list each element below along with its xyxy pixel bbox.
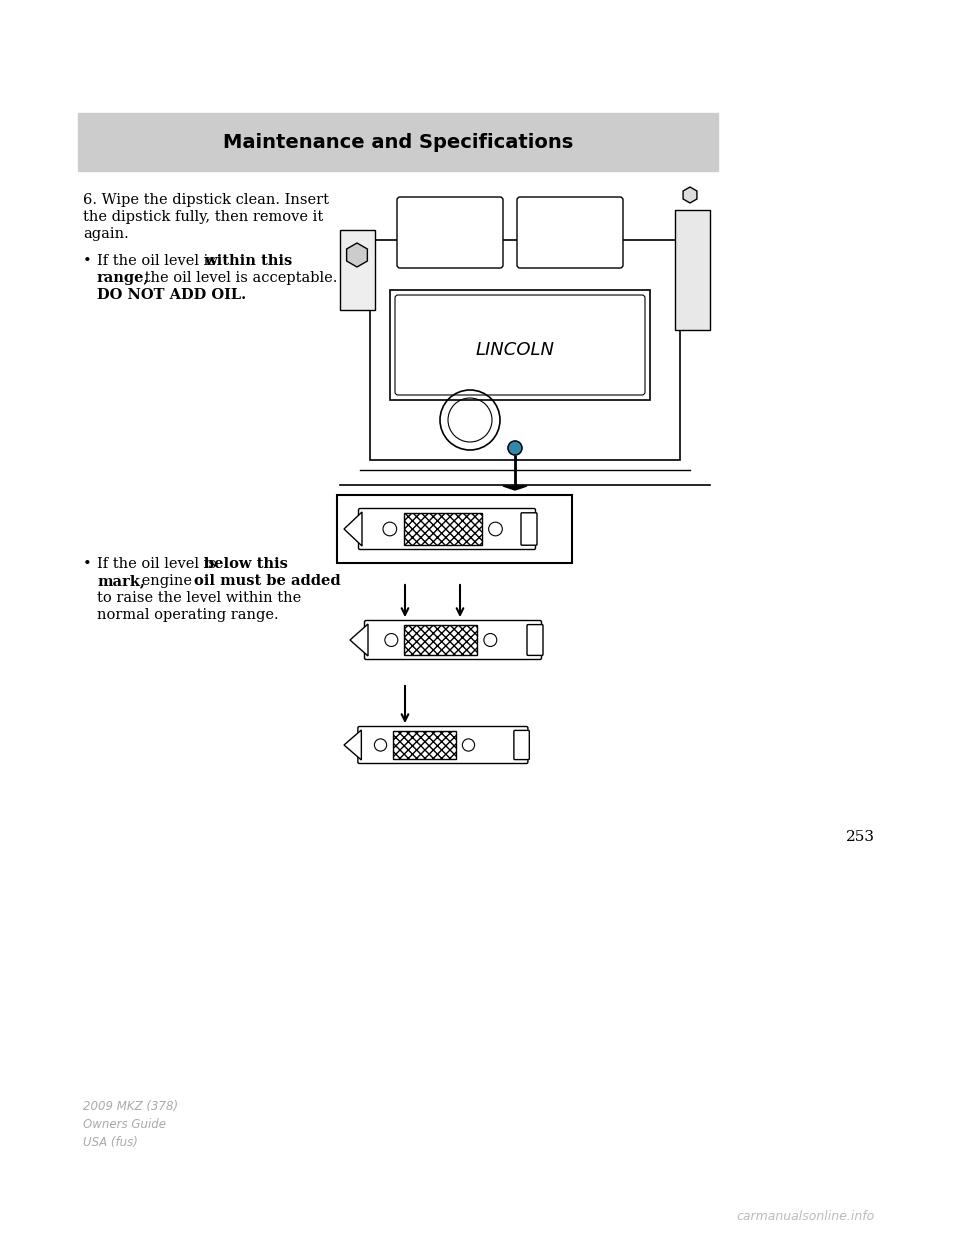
Text: If the oil level is: If the oil level is (97, 556, 221, 571)
Text: 6. Wipe the dipstick clean. Insert: 6. Wipe the dipstick clean. Insert (83, 193, 329, 207)
FancyBboxPatch shape (521, 513, 537, 545)
FancyBboxPatch shape (358, 727, 528, 764)
FancyBboxPatch shape (397, 197, 503, 268)
Bar (370, 240, 680, 460)
Text: carmanualsonline.info: carmanualsonline.info (736, 1210, 875, 1223)
Text: 2009 MKZ (378): 2009 MKZ (378) (83, 1100, 179, 1113)
Text: below this: below this (204, 556, 288, 571)
Bar (390, 289, 650, 400)
Text: the oil level is acceptable.: the oil level is acceptable. (140, 271, 337, 284)
FancyBboxPatch shape (517, 197, 623, 268)
Text: mark,: mark, (97, 574, 145, 587)
Bar (78, 113, 718, 171)
FancyBboxPatch shape (358, 508, 536, 549)
Text: If the oil level is: If the oil level is (97, 255, 221, 268)
Text: within this: within this (204, 255, 292, 268)
FancyBboxPatch shape (514, 730, 529, 760)
Text: oil must be added: oil must be added (194, 574, 341, 587)
Polygon shape (347, 243, 368, 267)
Text: LINCOLN: LINCOLN (475, 342, 555, 359)
Bar (340, 230, 375, 310)
Text: engine: engine (137, 574, 197, 587)
Bar (393, 732, 456, 759)
Polygon shape (350, 623, 368, 656)
Bar (404, 625, 477, 655)
Polygon shape (684, 188, 697, 202)
Text: Owners Guide: Owners Guide (83, 1118, 166, 1131)
Text: •: • (83, 556, 92, 571)
FancyBboxPatch shape (395, 296, 645, 395)
Text: again.: again. (83, 227, 129, 241)
Text: range,: range, (97, 271, 150, 284)
Text: USA (fus): USA (fus) (83, 1136, 138, 1149)
Text: •: • (83, 255, 92, 268)
FancyBboxPatch shape (527, 625, 543, 656)
Polygon shape (503, 486, 527, 491)
Bar (675, 210, 710, 330)
Polygon shape (344, 512, 362, 546)
Circle shape (508, 441, 522, 455)
Polygon shape (344, 730, 361, 760)
Bar (403, 513, 482, 545)
Text: DO NOT ADD OIL.: DO NOT ADD OIL. (97, 288, 246, 302)
FancyBboxPatch shape (365, 621, 541, 660)
Text: to raise the level within the: to raise the level within the (97, 591, 301, 605)
Text: 253: 253 (846, 830, 875, 845)
Text: the dipstick fully, then remove it: the dipstick fully, then remove it (83, 210, 324, 224)
Text: normal operating range.: normal operating range. (97, 609, 278, 622)
Text: Maintenance and Specifications: Maintenance and Specifications (223, 133, 573, 152)
Bar (337, 496, 572, 563)
